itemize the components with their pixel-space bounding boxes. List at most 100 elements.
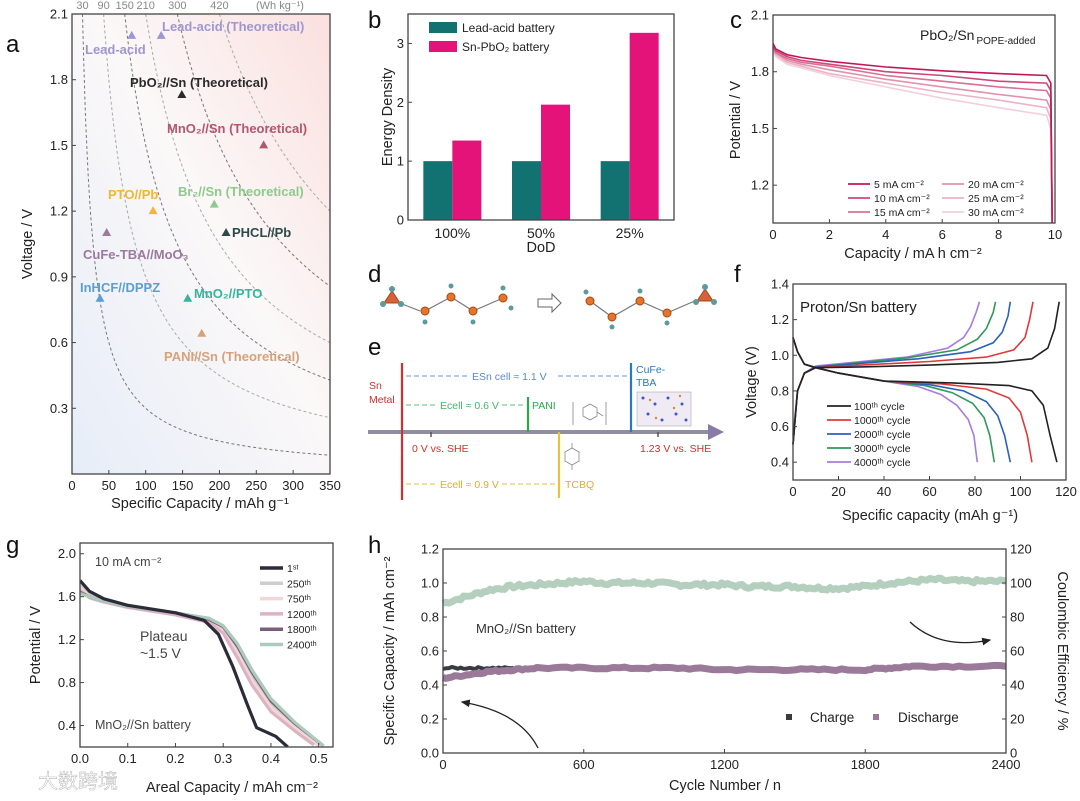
energy-contour-line xyxy=(82,14,330,456)
y-right-tick-label: 100 xyxy=(1010,576,1032,591)
y-tick-label: 2.1 xyxy=(50,7,68,22)
energy-contour-line xyxy=(103,14,330,419)
cufe-label: CuFe- xyxy=(636,364,666,376)
panel-label-c: c xyxy=(730,7,742,34)
data-point-triangle xyxy=(148,206,158,215)
x-tick-label: 2 xyxy=(826,227,833,242)
legend-swatch xyxy=(429,22,457,33)
panel-label-d: d xyxy=(368,261,381,288)
data-point-label: PTO//Pb xyxy=(108,187,158,202)
chart-panel-b: 100% 50% 25% Lead-acid battery Sn-PbO₂ batte… xyxy=(380,13,675,256)
e-cell-pani-label: Ecell ≈ 0.6 V xyxy=(440,400,499,412)
x-tick-label: 0.1 xyxy=(119,751,137,766)
x-tick-label: 0.2 xyxy=(166,751,184,766)
charts: 30 90 150 210 300 420 (Wh kg⁻¹)Lead-acid (Theo… xyxy=(20,0,1077,796)
x-tick-label: 50 xyxy=(102,478,116,493)
y-axis-label: Voltage (V) xyxy=(744,346,760,418)
plot-frame-c xyxy=(772,14,1056,224)
legend-label: 1200ᵗʰ xyxy=(287,609,317,621)
legend-label: 1ˢᵗ xyxy=(287,563,299,575)
x-tick-label: 350 xyxy=(319,478,341,493)
y-tick-label: 0.9 xyxy=(50,269,68,284)
legend-label: 3000ᵗʰ cycle xyxy=(854,443,911,455)
bar xyxy=(600,161,630,220)
y-tick-label: 0.2 xyxy=(421,712,439,727)
y-tick-label: 1.2 xyxy=(751,178,769,193)
panel-label-e: e xyxy=(368,334,381,361)
y-tick-label: 0.4 xyxy=(58,718,76,733)
energy-contour-line xyxy=(218,14,330,212)
tcbq-structure-icon xyxy=(564,443,580,470)
y-tick-label: 1.5 xyxy=(50,138,68,153)
data-point-label: Lead-acid (Theoretical) xyxy=(162,19,304,34)
y-right-tick-label: 20 xyxy=(1010,712,1024,727)
cufe-tba-crystal-icon xyxy=(636,391,692,427)
bar xyxy=(629,32,659,220)
plot-frame-g xyxy=(79,542,334,748)
right-axis-arrow-icon xyxy=(909,621,992,646)
annotation-text: MnO₂//Sn battery xyxy=(95,718,192,732)
data-point-triangle xyxy=(221,228,231,237)
panel-label-a: a xyxy=(6,31,20,58)
energy-contour-line xyxy=(176,14,330,287)
y-axis-label: Potential / V xyxy=(28,606,44,685)
data-point-triangle xyxy=(183,293,193,302)
chart-panel-f: 100ᵗʰ cycle 1000ᵗʰ cycle 2000ᵗʰ cycle 3000ᵗ… xyxy=(744,277,1077,525)
bar xyxy=(423,161,453,220)
y-tick-label: 1 xyxy=(397,154,404,169)
x-tick-label: 1200 xyxy=(710,757,739,772)
data-point-label: Br₂//Sn (Theoretical) xyxy=(178,184,304,199)
y-tick-label: 0.3 xyxy=(50,401,68,416)
charge-curve xyxy=(792,301,1034,445)
y-right-tick-label: 120 xyxy=(1010,542,1032,557)
discharge-curve xyxy=(773,46,1053,223)
energy-contour-label: 210 xyxy=(137,0,155,12)
data-point-triangle xyxy=(156,30,166,39)
x-axis-label: Areal Capacity / mAh cm⁻² xyxy=(146,780,318,796)
annotation-text: Plateau xyxy=(140,628,187,644)
x-tick-label: 80 xyxy=(968,484,982,499)
y-tick-label: 1.2 xyxy=(50,204,68,219)
energy-contour-line xyxy=(124,14,330,381)
x-tick-label: 20 xyxy=(831,484,845,499)
energy-unit-label: (Wh kg⁻¹) xyxy=(256,0,304,12)
y-tick-label: 1.8 xyxy=(751,64,769,79)
plot-background xyxy=(72,14,330,474)
data-point-triangle xyxy=(127,30,137,39)
x-tick-label: 200 xyxy=(209,478,231,493)
pani-label: PANI xyxy=(532,400,556,412)
charge-curve xyxy=(792,301,1060,445)
x-tick-label: 100 xyxy=(135,478,157,493)
data-point-triangle xyxy=(197,328,207,337)
y-axis-label: Voltage / V xyxy=(20,209,36,279)
discharge-curve xyxy=(773,43,1053,223)
legend-label: 750ᵗʰ xyxy=(287,594,311,606)
sn-label: Sn xyxy=(369,380,382,392)
legend-marker xyxy=(786,714,792,720)
y-tick-label: 1.6 xyxy=(58,589,76,604)
y-tick-label: 3 xyxy=(397,36,404,51)
y-tick-label: 1.5 xyxy=(751,121,769,136)
x-tick-label: 150 xyxy=(172,478,194,493)
chart-panel-c: 5 mA cm⁻² 10 mA cm⁻² 15 mA cm⁻² 20 mA cm⁻² 2… xyxy=(728,8,1062,263)
title-main: PbO₂/Sn xyxy=(920,27,974,43)
y-axis-label: Specific Capacity / mAh cm⁻² xyxy=(382,556,398,745)
molecule-chain-after xyxy=(589,299,698,318)
y-axis-label: Energy Density xyxy=(380,67,396,166)
data-point-triangle xyxy=(259,140,269,149)
data-point-label: PHCL//Pb xyxy=(232,225,291,240)
metal-label: Metal xyxy=(369,394,395,406)
data-point-label: MnO₂//PTO xyxy=(194,286,262,301)
annotation-text: 10 mA cm⁻² xyxy=(95,555,161,569)
x-tick-label: 60 xyxy=(922,484,936,499)
legend-label: 10 mA cm⁻² xyxy=(874,193,930,205)
y-tick-label: 0.8 xyxy=(771,383,789,398)
energy-contour-line xyxy=(145,14,330,344)
y-tick-label: 1.0 xyxy=(421,576,439,591)
1-23v-she-label: 1.23 V vs. SHE xyxy=(640,443,711,455)
watermark-text: 大数跨境 xyxy=(38,770,118,793)
x-tick-label: 0 xyxy=(439,757,446,772)
data-point-triangle xyxy=(177,90,187,99)
x-axis-label: Specific Capacity / mAh g⁻¹ xyxy=(111,496,289,512)
x-tick-label: 1800 xyxy=(851,757,880,772)
